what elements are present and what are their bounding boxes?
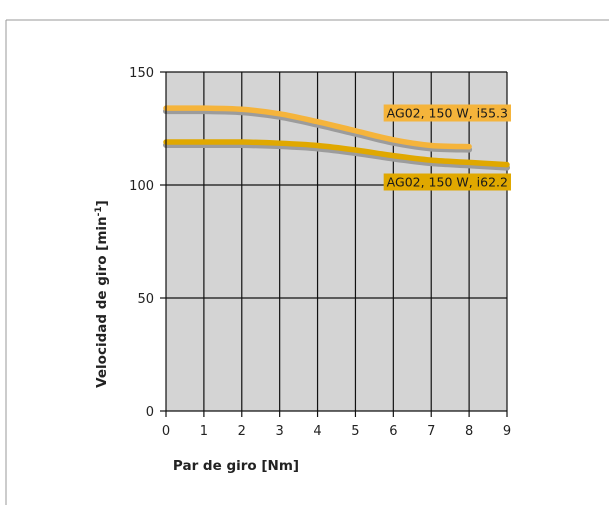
axes <box>160 71 508 417</box>
y-tick-label: 0 <box>146 405 154 420</box>
series-line-2 <box>163 139 510 168</box>
series-label-text: AG02, 150 W, i62.2 <box>387 175 508 190</box>
series-shadow-line <box>163 141 510 171</box>
x-tick-label: 9 <box>503 424 511 439</box>
series-shadow-1 <box>163 108 473 153</box>
plot-area <box>166 72 507 411</box>
series-label-2: AG02, 150 W, i62.2 <box>383 173 511 191</box>
x-tick-label: 3 <box>276 424 284 439</box>
series-line-1 <box>163 105 472 150</box>
series-label-box <box>383 173 511 191</box>
x-tick-label: 6 <box>389 424 397 439</box>
y-tick-label: 150 <box>129 66 154 81</box>
series-label-box <box>383 104 511 122</box>
series-shadow-2 <box>163 141 510 171</box>
x-tick-label: 2 <box>238 424 246 439</box>
y-axis-label: Velocidad de giro [min-1] <box>94 200 110 388</box>
series-labels: AG02, 150 W, i55.3 AG02, 150 W, i62.2 <box>383 104 511 191</box>
y-tick-label: 100 <box>129 179 154 194</box>
y-tick-label: 50 <box>137 292 154 307</box>
series-lines <box>163 105 510 171</box>
x-tick-label: 7 <box>427 424 435 439</box>
y-axis-label-main: Velocidad de giro [min <box>94 216 110 387</box>
series-shadow-line <box>163 108 473 153</box>
series-label-text: AG02, 150 W, i55.3 <box>387 106 508 121</box>
x-tick-label: 4 <box>313 424 321 439</box>
x-tick-label: 5 <box>351 424 359 439</box>
y-axis-label-superscript: -1 <box>94 206 104 216</box>
x-axis-label: Par de giro [Nm] <box>173 458 299 474</box>
series-label-1: AG02, 150 W, i55.3 <box>383 104 511 122</box>
x-tick-label: 1 <box>200 424 208 439</box>
x-tick-label: 8 <box>465 424 473 439</box>
x-tick-label: 0 <box>162 424 170 439</box>
tick-labels: 0 1 2 3 4 5 6 7 8 9 0 50 100 150 <box>129 66 511 439</box>
y-axis-label-tail: ] <box>94 200 110 206</box>
